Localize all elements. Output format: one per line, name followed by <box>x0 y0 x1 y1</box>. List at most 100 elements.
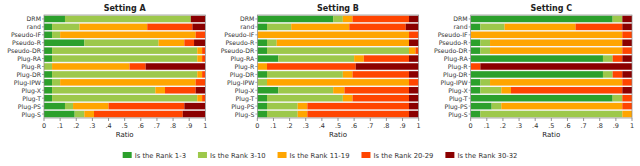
category-label: Plug-R <box>21 63 42 71</box>
plot-frame <box>471 15 632 118</box>
bar-segment: Is the Rank 30-32: 0.06 <box>622 24 632 30</box>
x-tick-label: .5 <box>335 122 341 130</box>
category-label: Plug-PS <box>231 103 254 111</box>
bar-segment: Is the Rank 1-3: 0.13 <box>44 103 65 109</box>
bar-segment: Is the Rank 20-29: 0.02 <box>415 47 418 53</box>
legend-label: Is the Rank 20-29 <box>373 152 433 160</box>
bar-segment: Is the Rank 30-32: 0.06 <box>409 95 419 101</box>
x-tick-label: .3 <box>516 122 522 130</box>
category-label: Plug-S <box>448 111 468 119</box>
category-label: Plug-R <box>234 63 255 71</box>
bar-segment: Is the Rank 20-29: 0.29 <box>576 24 623 30</box>
x-tick <box>583 118 584 121</box>
x-tick-label: .7 <box>154 122 160 130</box>
bar-segment: Is the Rank 11-19: 0.36 <box>291 24 349 30</box>
bar-segment: Is the Rank 1-3: 0.47 <box>257 16 333 22</box>
bar-segment: Is the Rank 11-19: 0.84 <box>60 79 196 85</box>
bar-segment: Is the Rank 3-10: 0.9 <box>52 55 197 61</box>
bar-segment: Is the Rank 20-29: 0.06 <box>622 32 632 38</box>
plot-background <box>44 15 205 118</box>
plot-background <box>257 15 418 118</box>
bar-segment: Is the Rank 11-19: 0.06 <box>298 103 308 109</box>
category-label: Plug-R <box>448 63 469 71</box>
bar-segment: Is the Rank 3-10: 0.47 <box>278 55 354 61</box>
bar-segment: Is the Rank 11-19: 0.03 <box>197 71 202 77</box>
panel: 0.1.2.3.4.5.6.7.8.91Is the Rank 1-3: 0.4… <box>221 4 421 139</box>
chart-title: Setting A <box>104 4 147 13</box>
category-label: Plug-DR <box>443 71 468 79</box>
category-label: Pseudo-IF <box>224 31 254 38</box>
x-tick-label: .8 <box>597 122 603 130</box>
bars: Is the Rank 1-3: 0.13 Is the Rank 1-3: 0.… <box>44 16 205 118</box>
legend-label: Is the Rank 1-3 <box>135 152 186 160</box>
x-tick-label: .1 <box>484 122 490 130</box>
x-tick <box>519 118 520 121</box>
x-tick <box>44 118 45 121</box>
bar-segment: Is the Rank 30-32: 0.06 <box>409 87 419 93</box>
bar-segment: Is the Rank 30-32: 0.08 <box>406 24 419 30</box>
bar-segment: Is the Rank 30-32: 0.06 <box>409 16 419 22</box>
bar-segment: Is the Rank 1-3: 0.05 <box>44 95 52 101</box>
bar-segment: Is the Rank 1-3: 0.05 <box>44 55 52 61</box>
bar-segment: Is the Rank 3-10: 0.47 <box>267 71 343 77</box>
bar-segment: Is the Rank 1-3: 0.06 <box>471 87 481 93</box>
bar-segment: Is the Rank 20-29: 0.69 <box>511 87 622 93</box>
x-tick <box>370 118 371 121</box>
bar-segment: Is the Rank 3-10: 0.05 <box>65 103 73 109</box>
bar-segment: Is the Rank 11-19: 0.06 <box>354 55 364 61</box>
x-tick <box>273 118 274 121</box>
bar-segment: Is the Rank 11-19: 0.84 <box>60 32 196 38</box>
category-label: Pseudo-R <box>225 39 255 46</box>
bar-segment: Is the Rank 3-10: 0.9 <box>52 47 197 53</box>
bar-segment: Is the Rank 1-3: 0.06 <box>471 79 481 85</box>
bar-segment: Is the Rank 3-10: 0.13 <box>480 87 501 93</box>
x-tick-label: .4 <box>319 122 325 130</box>
x-tick-label: 0 <box>42 122 46 130</box>
bar-segment: Is the Rank 20-29: 0.35 <box>349 24 405 30</box>
x-tick <box>173 118 174 121</box>
x-tick-label: .8 <box>170 122 176 130</box>
category-label: Plug-PS <box>18 103 41 111</box>
bar-segment: Is the Rank 30-32: 0.07 <box>194 39 205 45</box>
bar-segment: Is the Rank 11-19: 0.06 <box>622 111 632 117</box>
x-tick-label: 1 <box>203 122 207 130</box>
category-label: Pseudo-DR <box>7 47 41 54</box>
category-label: Plug-X <box>22 87 42 95</box>
legend-swatch <box>278 152 287 158</box>
bar-segment: Is the Rank 1-3: 0.19 <box>44 111 75 117</box>
bar-segment: Is the Rank 1-3: 0.06 <box>257 39 267 45</box>
x-tick-label: .1 <box>270 122 276 130</box>
bar-segment: Is the Rank 11-19: 0.82 <box>490 79 622 85</box>
bar-segment: Is the Rank 3-10: 0.15 <box>480 24 504 30</box>
panel: 0.1.2.3.4.5.6.7.8.91Is the Rank 1-3: 0.8… <box>434 4 634 139</box>
bar-segment: Is the Rank 30-32: 0.06 <box>409 103 419 109</box>
category-label: DRM <box>27 15 41 22</box>
bar-segment: Is the Rank 20-29: 0.06 <box>471 63 481 69</box>
category-label: rand <box>453 23 467 30</box>
category-label: Pseudo-R <box>12 39 42 46</box>
category-label: rand <box>240 23 254 30</box>
bar-segment: Is the Rank 20-29: 0.06 <box>613 71 623 77</box>
bar-segment: Is the Rank 20-29: 0.02 <box>202 95 205 101</box>
x-tick <box>205 118 206 121</box>
bar-segment: Is the Rank 20-29: 0.63 <box>307 103 409 109</box>
bar-segment: Is the Rank 11-19: 0.04 <box>409 47 415 53</box>
x-tick-label: .6 <box>564 122 570 130</box>
bar-segment: Is the Rank 1-3: 0.82 <box>471 71 603 77</box>
legend-swatch <box>361 152 370 158</box>
category-label: Plug-IPW <box>227 79 254 87</box>
x-tick <box>386 118 387 121</box>
category-label: Plug-PS <box>444 103 467 111</box>
plot-background <box>471 15 632 118</box>
bar-segment: Is the Rank 11-19: 0.06 <box>501 87 511 93</box>
bar-segment: Is the Rank 3-10: 0.06 <box>613 95 623 101</box>
x-tick-label: .7 <box>580 122 586 130</box>
bar-segment: Is the Rank 11-19: 0.48 <box>52 63 129 69</box>
x-tick <box>632 118 633 121</box>
x-tick <box>257 118 258 121</box>
category-label: DRM <box>453 15 467 22</box>
bar-segment: Is the Rank 20-29: 0.35 <box>353 95 409 101</box>
bar-segment: Is the Rank 1-3: 0.05 <box>44 32 52 38</box>
bar-segment: Is the Rank 20-29: 0.47 <box>109 103 185 109</box>
bar-segment: Is the Rank 3-10: 0.19 <box>267 111 298 117</box>
